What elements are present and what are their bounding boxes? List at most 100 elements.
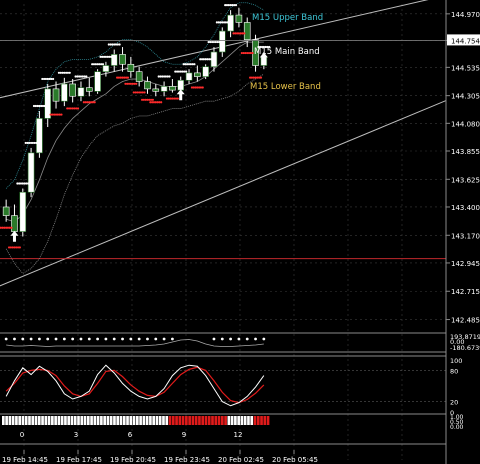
signal-dot — [123, 76, 126, 79]
signal-dot — [226, 21, 229, 24]
histogram-cell — [201, 416, 205, 425]
signal-markers — [0, 4, 271, 249]
signal-dot — [212, 40, 216, 44]
indicator1-dot — [171, 337, 174, 341]
signal-dot — [224, 21, 227, 24]
histogram-cell — [67, 416, 71, 425]
signal-dot — [144, 98, 147, 101]
signal-dot — [260, 45, 264, 49]
price-tick-label: 142.485 — [451, 317, 480, 325]
signal-dot — [171, 97, 174, 100]
signal-dot — [104, 55, 108, 58]
signal-dot — [234, 32, 237, 35]
price-tick-label: 143.400 — [451, 204, 480, 212]
signal-dot — [94, 63, 97, 66]
histogram-cell — [116, 416, 120, 425]
price-tick-label: 144.535 — [451, 64, 480, 72]
signal-dot — [84, 101, 87, 104]
stoch-main-line — [5, 364, 265, 407]
indicator1-dot — [4, 337, 8, 341]
signal-dot — [217, 21, 220, 24]
signal-dot — [92, 63, 96, 66]
signal-dot — [85, 75, 88, 78]
signal-dot — [173, 97, 176, 100]
signal-dot — [199, 58, 202, 61]
signal-dot — [79, 75, 83, 78]
signal-dot — [127, 82, 131, 85]
signal-dot — [101, 63, 105, 66]
signal-dot — [146, 98, 149, 101]
signal-dot — [91, 63, 94, 66]
signal-dot — [176, 97, 179, 100]
histogram-cell — [256, 416, 260, 425]
candle-down — [119, 54, 126, 65]
signal-dot — [156, 101, 159, 104]
signal-dot — [31, 141, 34, 145]
histogram-cell — [86, 416, 90, 425]
time-label: 20 Feb 02:45 — [218, 456, 264, 464]
indicator1-dot — [62, 337, 66, 341]
candle-down — [243, 22, 251, 40]
signal-dot — [193, 63, 196, 66]
signal-dot — [215, 21, 218, 24]
candle-down — [194, 72, 201, 77]
signal-dot — [9, 246, 12, 249]
indicator1-dot — [262, 337, 266, 341]
signal-dot — [15, 246, 18, 249]
stochastic-panel: 100 80 20 0 — [0, 355, 462, 417]
signal-dot — [227, 4, 230, 7]
signal-dot — [67, 107, 71, 110]
signal-dot — [249, 76, 252, 79]
histogram-cell — [70, 416, 74, 425]
candle-up — [36, 118, 43, 154]
signal-dot — [174, 70, 177, 73]
signal-dot — [86, 101, 89, 104]
histogram-cell — [100, 416, 103, 425]
signal-dot — [83, 75, 86, 78]
signal-dot — [244, 51, 247, 55]
indicator1-dot — [21, 337, 25, 341]
candle-down — [152, 88, 160, 92]
signal-dot — [73, 107, 76, 110]
histogram-cell — [119, 416, 123, 425]
signal-dot — [1, 226, 4, 229]
signal-dot — [107, 43, 110, 46]
signal-dot — [29, 141, 33, 145]
signal-dot — [41, 77, 44, 81]
signal-dot — [35, 141, 38, 145]
signal-dot — [262, 45, 265, 49]
signal-dot — [174, 97, 178, 100]
histogram-cell — [211, 416, 214, 425]
signal-dot — [190, 86, 194, 89]
signal-dot — [38, 104, 41, 108]
candle-down — [169, 86, 176, 91]
signal-dot — [113, 43, 116, 46]
signal-dot — [98, 63, 101, 66]
histogram-cell — [11, 416, 15, 425]
signal-dot — [28, 141, 31, 145]
histogram-cell — [214, 416, 218, 425]
histogram-level-label: 0.00 — [450, 424, 464, 431]
signal-dot — [149, 98, 153, 101]
indicator1-dot — [237, 337, 241, 341]
signal-dot — [25, 182, 28, 185]
candle-up — [185, 72, 193, 81]
stoch-level-label: 80 — [450, 367, 458, 375]
histogram-x-label: 6 — [128, 431, 133, 439]
histogram-cell — [126, 416, 129, 425]
signal-dot — [69, 107, 72, 110]
time-label: 19 Feb 14:45 — [2, 456, 48, 464]
signal-dot — [126, 76, 130, 79]
histogram-cell — [158, 416, 162, 425]
signal-dot — [202, 58, 205, 61]
signal-dot — [201, 86, 204, 89]
price-tick-label: 142.945 — [451, 260, 480, 268]
signal-dot — [194, 86, 197, 89]
indicator1-line — [6, 339, 264, 347]
signal-dot — [158, 101, 161, 104]
histogram-cell — [93, 416, 97, 425]
price-tick-label: 142.715 — [451, 288, 480, 296]
candle-down — [127, 63, 135, 72]
